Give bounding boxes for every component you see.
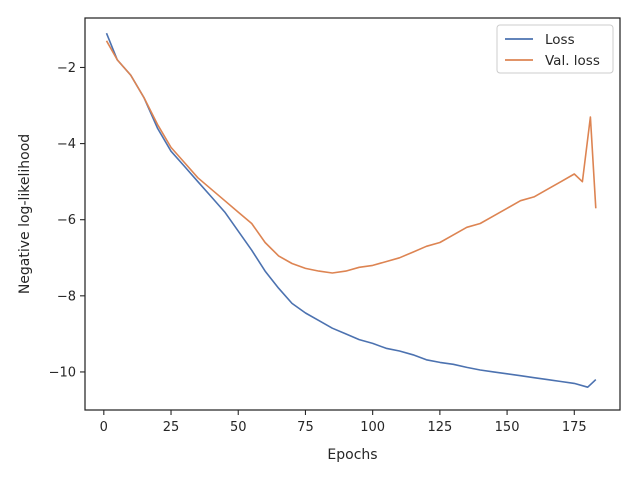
series-line-val-loss — [105, 40, 597, 274]
x-tick-label: 175 — [562, 420, 587, 435]
y-axis-label: Negative log-likelihood — [17, 134, 33, 294]
y-tick-label: −4 — [57, 137, 76, 152]
x-tick-label: 50 — [230, 420, 247, 435]
x-tick-label: 100 — [360, 420, 385, 435]
legend-box — [496, 24, 614, 74]
x-axis-label: Epochs — [327, 447, 377, 463]
y-tick-label: −8 — [57, 289, 76, 304]
x-tick-label: 0 — [100, 420, 108, 435]
plot-area: 0 25 50 75 100 125 150 175 −2 −4 −6 −8 −10 — [49, 17, 621, 435]
series-line-loss — [105, 32, 597, 389]
plot-frame — [84, 17, 621, 411]
x-tick-label: 125 — [427, 420, 452, 435]
legend: Loss Val. loss — [496, 24, 614, 74]
y-tick-label: −10 — [49, 365, 76, 380]
y-tick-label: −2 — [57, 61, 76, 76]
x-tick-label: 25 — [163, 420, 180, 435]
legend-entry: Loss — [545, 32, 575, 48]
legend-entry: Val. loss — [545, 53, 600, 69]
x-tick-label: 75 — [297, 420, 314, 435]
x-tick-label: 150 — [495, 420, 520, 435]
y-tick-label: −6 — [57, 213, 76, 228]
